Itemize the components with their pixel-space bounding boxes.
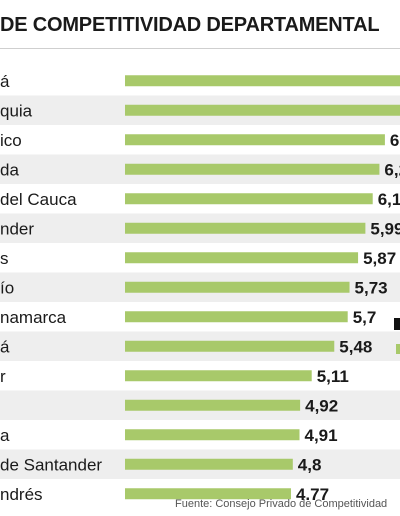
bar	[125, 163, 380, 175]
bar	[125, 488, 291, 500]
value-label: 6,11	[378, 190, 400, 209]
bar	[125, 193, 373, 205]
legend-marker-dark	[394, 318, 400, 330]
category-label: da	[0, 160, 19, 179]
category-label: á	[0, 72, 10, 91]
bar	[125, 252, 359, 264]
value-label: 4,91	[305, 426, 338, 445]
category-label: s	[0, 249, 9, 268]
category-label: quia	[0, 101, 33, 120]
bar	[125, 311, 348, 323]
title-divider	[0, 48, 400, 49]
category-label: a	[0, 426, 10, 445]
value-label: 4,92	[305, 396, 338, 415]
bar	[125, 458, 293, 470]
category-label: namarca	[0, 308, 67, 327]
bar	[125, 75, 400, 87]
value-label: 5,48	[339, 337, 372, 356]
bar	[125, 399, 301, 411]
value-label: 4,8	[298, 455, 322, 474]
value-label: 5,7	[353, 308, 377, 327]
chart-title: DE COMPETITIVIDAD DEPARTAMENTAL	[0, 14, 380, 36]
value-label: 5,87	[363, 249, 396, 268]
category-label: nder	[0, 219, 34, 238]
value-label: 4,77	[296, 485, 329, 500]
value-label: 5,11	[317, 367, 349, 386]
value-label: 5,99	[370, 219, 400, 238]
value-label: 6,31	[390, 131, 400, 150]
category-label: ío	[0, 278, 14, 297]
category-label: á	[0, 337, 10, 356]
category-label: ndrés	[0, 485, 43, 500]
chart-rows: áquia6,7ico6,31da6,22del Cauca6,11nder5,…	[0, 72, 400, 500]
category-label: del Cauca	[0, 190, 77, 209]
category-label: r	[0, 367, 6, 386]
legend-marker-green	[396, 344, 400, 354]
bar	[125, 429, 300, 441]
bar-chart: áquia6,7ico6,31da6,22del Cauca6,11nder5,…	[0, 72, 400, 500]
value-label: 5,73	[355, 278, 388, 297]
bar	[125, 222, 366, 234]
bar	[125, 281, 350, 293]
category-label: de Santander	[0, 455, 102, 474]
category-label: ico	[0, 131, 22, 150]
bar	[125, 370, 312, 382]
value-label: 6,22	[384, 160, 400, 179]
bar	[125, 340, 335, 352]
source-note: Fuente: Consejo Privado de Competitivida…	[175, 498, 388, 510]
bar	[125, 134, 385, 146]
bar	[125, 104, 400, 116]
